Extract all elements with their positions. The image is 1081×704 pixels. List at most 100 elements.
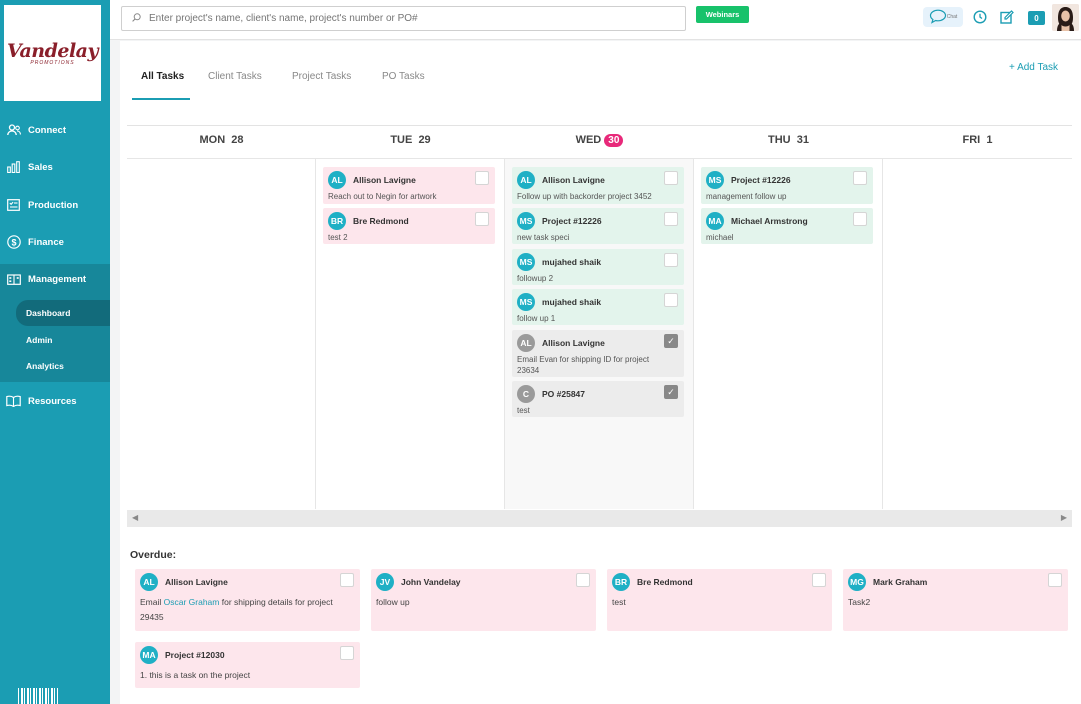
assignee-avatar: MS (517, 253, 535, 271)
task-checkbox[interactable] (340, 573, 354, 587)
day-header-wed: WED 30 (505, 134, 694, 147)
task-card[interactable]: AL Allison Lavigne Reach out to Negin for… (323, 167, 495, 204)
chat-bubble-icon (929, 9, 947, 26)
assignee-avatar: AL (517, 171, 535, 189)
brand-logo[interactable]: Vandelay PROMOTIONS (4, 5, 101, 101)
sidebar-subitem-analytics[interactable]: Analytics (26, 361, 64, 371)
barcode-image (18, 688, 58, 704)
task-checkbox[interactable] (664, 253, 678, 267)
horizontal-scrollbar[interactable]: ◀ ▶ (127, 510, 1072, 527)
task-checkbox[interactable] (853, 171, 867, 185)
task-checkbox-checked[interactable]: ✓ (664, 385, 678, 399)
sidebar-item-label: Production (28, 199, 79, 211)
book-icon (6, 394, 21, 409)
task-card[interactable]: AL Allison Lavigne Follow up with backord… (512, 167, 684, 204)
sidebar-item-label: Sales (28, 161, 53, 173)
sidebar-item-finance[interactable]: $ Finance (0, 227, 110, 257)
task-card-completed[interactable]: AL Allison Lavigne Email Evan for shippin… (512, 330, 684, 377)
sidebar-subitem-dashboard[interactable]: Dashboard (16, 300, 110, 326)
day-header-tue: TUE 29 (316, 134, 505, 146)
day-name: FRI (962, 134, 981, 146)
task-checkbox-checked[interactable]: ✓ (664, 334, 678, 348)
day-number: 1 (986, 134, 993, 146)
task-card[interactable]: MA Michael Armstrong michael (701, 208, 873, 244)
overdue-task-card[interactable]: MA Project #12030 1. this is a task on th… (135, 642, 360, 688)
webinars-button[interactable]: Webinars (696, 6, 749, 23)
task-card[interactable]: MS Project #12226 management follow up (701, 167, 873, 204)
chat-label: Chat (946, 14, 958, 20)
task-title: Allison Lavigne (542, 338, 605, 348)
contact-link[interactable]: Oscar Graham (163, 597, 220, 607)
sidebar-item-label: Connect (28, 124, 66, 136)
user-avatar[interactable] (1052, 4, 1079, 31)
active-tab-indicator (132, 98, 190, 100)
day-number: 28 (231, 134, 244, 146)
add-task-button[interactable]: + Add Task (1009, 62, 1059, 73)
task-card[interactable]: MS Project #12226 new task speci (512, 208, 684, 244)
sidebar-item-label: Resources (28, 395, 77, 407)
task-title: Project #12030 (165, 650, 225, 660)
task-edit-icon[interactable] (997, 7, 1017, 27)
topbar: Webinars Chat 0 (110, 0, 1081, 40)
sidebar-subitem-admin[interactable]: Admin (26, 335, 53, 345)
task-card[interactable]: MS mujahed shaik follow up 1 (512, 289, 684, 325)
notification-count-badge[interactable]: 0 (1028, 11, 1045, 25)
day-name: TUE (390, 134, 413, 146)
task-card[interactable]: MS mujahed shaik followup 2 (512, 249, 684, 285)
task-checkbox[interactable] (475, 171, 489, 185)
sidebar-item-production[interactable]: Production (0, 190, 110, 220)
overdue-task-card[interactable]: BR Bre Redmond test (607, 569, 832, 631)
day-header-fri: FRI 1 (883, 134, 1072, 146)
task-checkbox[interactable] (812, 573, 826, 587)
task-title: mujahed shaik (542, 257, 602, 267)
sidebar-item-connect[interactable]: Connect (0, 115, 110, 145)
task-card[interactable]: BR Bre Redmond test 2 (323, 208, 495, 244)
desc-text: for shipping details for project 29435 (140, 597, 333, 622)
task-checkbox[interactable] (664, 171, 678, 185)
sidebar-item-sales[interactable]: Sales (0, 152, 110, 182)
assignee-avatar: MA (140, 646, 158, 664)
tab-all-tasks[interactable]: All Tasks (141, 71, 185, 82)
sidebar-item-management[interactable]: Management (0, 264, 110, 294)
sidebar-item-resources[interactable]: Resources (0, 386, 110, 416)
logo-subtext: PROMOTIONS (30, 60, 75, 66)
overdue-task-card[interactable]: MG Mark Graham Task2 (843, 569, 1068, 631)
task-title: mujahed shaik (542, 297, 602, 307)
scroll-right-icon[interactable]: ▶ (1060, 513, 1067, 522)
day-name: WED (575, 134, 602, 146)
task-card-completed[interactable]: C PO #25847 test ✓ (512, 381, 684, 417)
checkmark-icon: ✓ (667, 335, 675, 346)
search-box[interactable] (121, 6, 686, 31)
tab-po-tasks[interactable]: PO Tasks (382, 71, 425, 82)
task-checkbox[interactable] (664, 212, 678, 226)
task-description: Task2 (848, 597, 871, 607)
day-name: MON (199, 134, 226, 146)
task-checkbox[interactable] (576, 573, 590, 587)
tab-project-tasks[interactable]: Project Tasks (292, 71, 352, 82)
day-name: THU (768, 134, 791, 146)
task-description: test (612, 597, 626, 607)
overdue-task-card[interactable]: AL Allison Lavigne Email Oscar Graham for… (135, 569, 360, 631)
day-column-thu: MS Project #12226 management follow up MA… (694, 159, 883, 509)
assignee-avatar: C (517, 385, 535, 403)
task-description: follow up 1 (517, 314, 556, 323)
tab-client-tasks[interactable]: Client Tasks (208, 71, 262, 82)
day-header-mon: MON 28 (127, 134, 316, 146)
search-input[interactable] (149, 13, 669, 24)
day-column-fri (883, 159, 1072, 509)
task-checkbox[interactable] (664, 293, 678, 307)
task-checkbox[interactable] (853, 212, 867, 226)
task-description: new task speci (517, 233, 570, 242)
scroll-left-icon[interactable]: ◀ (132, 513, 139, 522)
task-checkbox[interactable] (1048, 573, 1062, 587)
chat-button[interactable]: Chat (923, 7, 963, 27)
building-icon (6, 272, 21, 287)
task-checkbox[interactable] (340, 646, 354, 660)
assignee-avatar: MS (706, 171, 724, 189)
users-icon (6, 123, 21, 138)
task-description: Email Oscar Graham for shipping details … (140, 595, 355, 625)
task-title: Bre Redmond (637, 577, 693, 587)
overdue-task-card[interactable]: JV John Vandelay follow up (371, 569, 596, 631)
task-checkbox[interactable] (475, 212, 489, 226)
clock-icon[interactable] (970, 7, 990, 27)
